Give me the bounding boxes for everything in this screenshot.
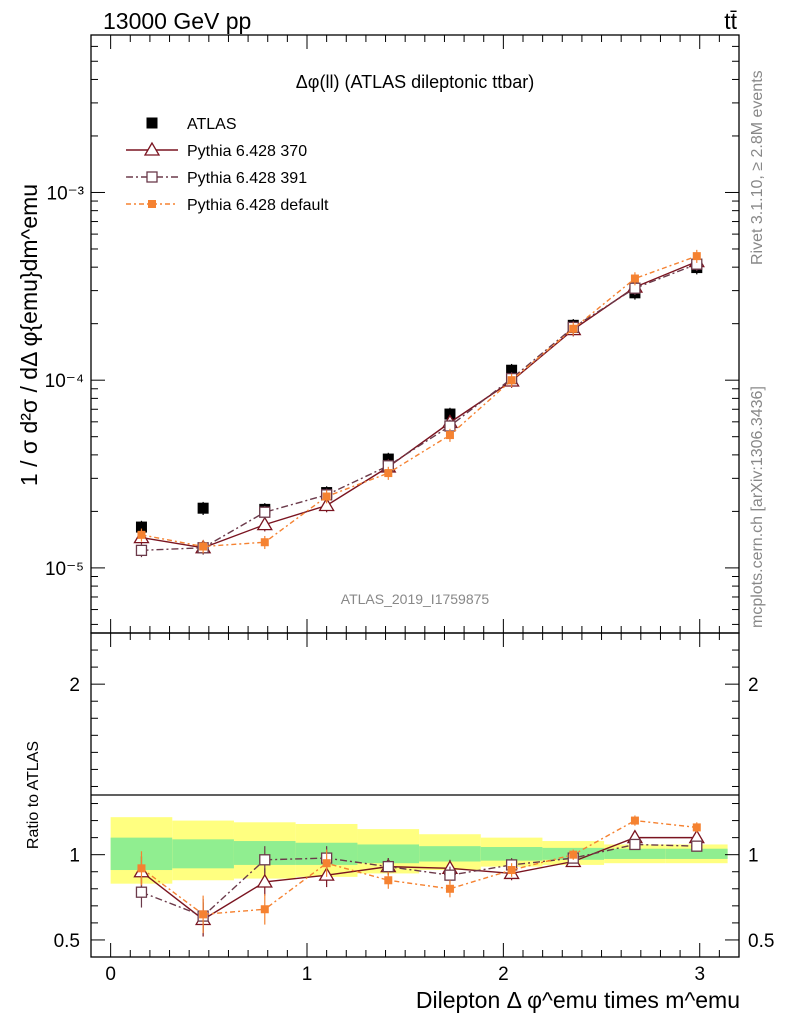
ratio-panel-frame xyxy=(90,632,740,958)
data-point xyxy=(445,431,454,440)
legend-label: Pythia 6.428 391 xyxy=(187,170,307,187)
data-point xyxy=(260,538,269,547)
ratio-point xyxy=(137,864,146,873)
x-tick-label: 1 xyxy=(302,964,313,985)
ratio-point xyxy=(692,823,701,832)
analysis-label: ATLAS_2019_I1759875 xyxy=(341,591,490,607)
site-label: mcplots.cern.ch [arXiv:1306.3436] xyxy=(749,386,766,628)
data-point xyxy=(318,497,335,512)
ratio-series-2 xyxy=(137,815,701,934)
ratio-uncertainty-bands xyxy=(110,817,728,884)
ratio-point xyxy=(382,860,394,873)
ratio-y-tick-label-right: 1 xyxy=(748,846,759,867)
data-point xyxy=(384,469,393,478)
main-title: Δφ(ll) (ATLAS dileptonic ttbar) xyxy=(296,72,534,92)
ratio-point xyxy=(199,910,208,919)
ratio-point xyxy=(260,905,269,914)
series-line xyxy=(141,263,698,552)
data-point xyxy=(197,502,209,514)
ratio-point xyxy=(630,816,639,825)
series-2 xyxy=(135,257,703,558)
ratio-axis-ticks: 0.5 0.5 1 1 2 2 0 1 2 3 xyxy=(54,632,774,985)
ratio-point xyxy=(691,840,703,852)
ratio-y-label: Ratio to ATLAS xyxy=(25,741,42,849)
stat-uncertainty-band xyxy=(480,847,543,861)
ratio-point xyxy=(322,859,331,868)
legend-marker xyxy=(143,141,161,156)
ratio-line xyxy=(141,843,697,917)
legend-label: Pythia 6.428 default xyxy=(187,197,329,214)
stat-uncertainty-band xyxy=(604,848,666,859)
data-point xyxy=(507,376,516,385)
energy-label: 13000 GeV pp xyxy=(103,8,251,34)
data-point xyxy=(630,274,639,283)
series-line xyxy=(141,255,698,548)
data-point xyxy=(137,530,146,539)
ratio-point xyxy=(445,884,454,893)
series-0 xyxy=(135,261,703,534)
legend-marker xyxy=(148,200,156,208)
stat-uncertainty-band xyxy=(665,848,728,859)
series-line xyxy=(141,261,698,549)
y-tick-label: 10⁻⁵ xyxy=(45,559,84,580)
y-tick-label: 10⁻³ xyxy=(47,183,85,204)
ratio-panel: 0.5 0.5 1 1 2 2 0 1 2 3 Ratio to ATLAS Dilepton Δ… xyxy=(25,632,774,1013)
ratio-line xyxy=(141,836,697,921)
ratio-point xyxy=(629,838,641,851)
ratio-y-tick-label-right: 0.5 xyxy=(748,931,774,952)
x-tick-label: 2 xyxy=(498,964,509,985)
main-axis-ticks: 10⁻⁵ 10⁻⁴ 10⁻³ xyxy=(45,35,739,633)
x-axis-label: Dilepton Δ φ^emu times m^emu xyxy=(416,987,740,1013)
stat-uncertainty-band xyxy=(172,839,234,869)
data-point xyxy=(506,364,518,376)
legend-marker xyxy=(146,117,158,129)
data-point xyxy=(569,324,578,333)
ratio-series xyxy=(133,815,705,937)
ratio-y-tick-label: 2 xyxy=(69,675,80,696)
data-point xyxy=(135,544,148,557)
ratio-line xyxy=(141,819,697,916)
data-point xyxy=(199,542,208,551)
ratio-point xyxy=(384,876,393,885)
series-3 xyxy=(137,249,701,554)
ratio-y-tick-label: 1 xyxy=(69,846,80,867)
ratio-point xyxy=(444,869,456,881)
ratio-y-tick-label: 0.5 xyxy=(54,931,80,952)
stat-uncertainty-band xyxy=(357,844,420,864)
data-point xyxy=(692,252,701,261)
data-point xyxy=(135,521,147,533)
x-tick-label: 0 xyxy=(105,964,116,985)
rivet-label: Rivet 3.1.10, ≥ 2.8M events xyxy=(749,70,766,265)
ratio-point xyxy=(569,850,578,859)
series-1 xyxy=(133,253,705,555)
data-point xyxy=(322,492,331,501)
data-point xyxy=(259,506,271,518)
ratio-point xyxy=(256,873,273,888)
ratio-point xyxy=(259,854,271,866)
data-point xyxy=(444,408,456,420)
ratio-point xyxy=(507,866,516,875)
main-y-label: 1 / σ d²σ / dΔ φ{emu}dm^emu xyxy=(16,184,42,486)
y-tick-label: 10⁻⁴ xyxy=(45,371,84,392)
legend-label: ATLAS xyxy=(187,116,237,133)
x-tick-label: 3 xyxy=(694,964,705,985)
main-series xyxy=(133,249,705,558)
stat-uncertainty-band xyxy=(419,846,481,862)
legend-marker xyxy=(146,171,158,183)
legend: ATLAS Pythia 6.428 370 Pythia 6.428 391 Pyt… xyxy=(126,116,329,214)
ratio-point xyxy=(135,886,148,898)
data-point xyxy=(256,516,273,531)
ratio-y-tick-label-right: 2 xyxy=(748,675,759,696)
main-panel: 10⁻⁵ 10⁻⁴ 10⁻³ Δφ(ll) (ATLAS dileptonic tt… xyxy=(16,34,740,634)
process-label: tt̄ xyxy=(724,8,737,34)
legend-label: Pythia 6.428 370 xyxy=(187,143,307,160)
